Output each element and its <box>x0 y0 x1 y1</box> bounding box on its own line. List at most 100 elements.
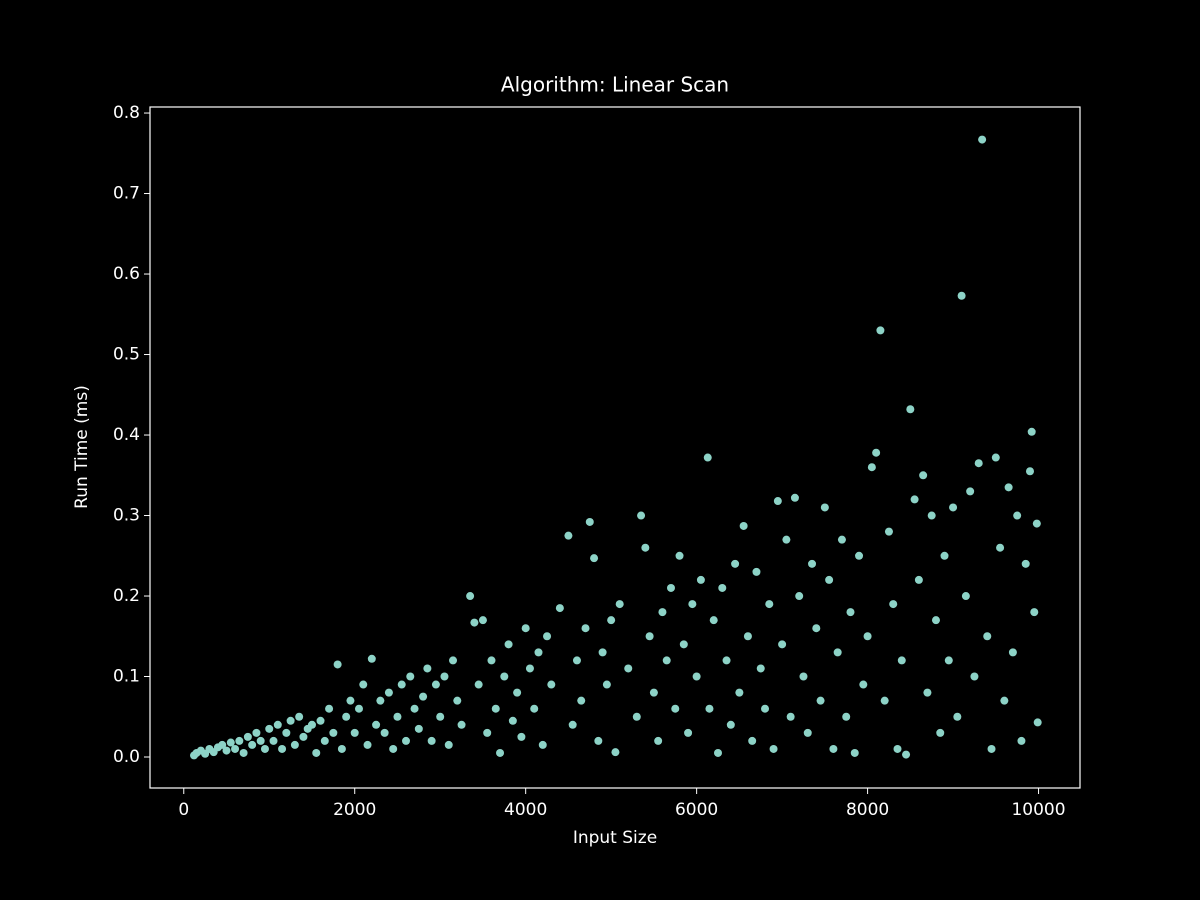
scatter-point <box>893 744 902 753</box>
scatter-point <box>718 583 727 592</box>
scatter-point <box>226 738 235 747</box>
x-tick-label: 10000 <box>1011 800 1065 820</box>
scatter-point <box>966 487 975 496</box>
scatter-point <box>666 583 675 592</box>
scatter-point <box>389 744 398 753</box>
scatter-point <box>602 680 611 689</box>
scatter-point <box>842 712 851 721</box>
scatter-point <box>983 632 992 641</box>
scatter-point <box>675 551 684 560</box>
scatter-point <box>761 704 770 713</box>
scatter-point <box>243 732 252 741</box>
y-tick-label: 0.6 <box>113 264 140 284</box>
scatter-point <box>282 728 291 737</box>
scatter-point <box>837 535 846 544</box>
scatter-point <box>231 744 240 753</box>
scatter-point <box>410 704 419 713</box>
scatter-point <box>833 648 842 657</box>
scatter-point <box>453 696 462 705</box>
scatter-point <box>684 728 693 737</box>
scatter-point <box>525 664 534 673</box>
scatter-point <box>577 696 586 705</box>
scatter-point <box>803 728 812 737</box>
scatter-point <box>564 531 573 540</box>
scatter-point <box>235 736 244 745</box>
scatter-point <box>431 680 440 689</box>
x-tick-label: 0 <box>178 800 189 820</box>
scatter-point <box>949 503 958 512</box>
scatter-point <box>816 696 825 705</box>
scatter-point <box>1017 736 1026 745</box>
scatter-point <box>252 728 261 737</box>
scatter-point <box>940 551 949 560</box>
scatter-point <box>290 740 299 749</box>
y-tick-label: 0.7 <box>113 184 140 204</box>
scatter-point <box>239 748 248 757</box>
scatter-point <box>359 680 368 689</box>
scatter-point <box>709 616 718 625</box>
x-tick-label: 2000 <box>333 800 376 820</box>
scatter-point <box>585 517 594 526</box>
scatter-point <box>649 688 658 697</box>
scatter-point <box>363 740 372 749</box>
scatter-point <box>346 696 355 705</box>
scatter-point <box>376 696 385 705</box>
scatter-point <box>1004 483 1013 492</box>
scatter-point <box>1032 519 1041 528</box>
scatter-point <box>414 724 423 733</box>
scatter-point <box>902 750 911 759</box>
scatter-point <box>996 543 1005 552</box>
scatter-point <box>765 600 774 609</box>
scatter-point <box>513 688 522 697</box>
y-tick-label: 0.3 <box>113 506 140 526</box>
scatter-point <box>491 704 500 713</box>
scatter-point <box>500 672 509 681</box>
scatter-point <box>440 672 449 681</box>
scatter-point <box>427 736 436 745</box>
scatter-point <box>496 748 505 757</box>
axes-frame <box>149 106 1081 789</box>
scatter-point <box>961 592 970 601</box>
scatter-point <box>769 744 778 753</box>
scatter-point <box>248 740 257 749</box>
scatter-point <box>581 624 590 633</box>
scatter-point <box>1013 511 1022 520</box>
y-tick-label: 0.0 <box>113 747 140 767</box>
scatter-point <box>931 616 940 625</box>
scatter-point <box>991 453 1000 462</box>
scatter-point <box>936 728 945 737</box>
scatter-point <box>953 712 962 721</box>
scatter-point <box>466 592 475 601</box>
scatter-point <box>312 748 321 757</box>
scatter-point <box>799 672 808 681</box>
scatter-point <box>423 664 432 673</box>
scatter-point <box>735 688 744 697</box>
scatter-point <box>521 624 530 633</box>
scatter-point <box>790 493 799 502</box>
y-tick-label: 0.5 <box>113 345 140 365</box>
scatter-point <box>808 559 817 568</box>
scatter-point <box>1000 696 1009 705</box>
scatter-point <box>825 575 834 584</box>
scatter-point <box>508 716 517 725</box>
scatter-point <box>654 736 663 745</box>
scatter-point <box>256 736 265 745</box>
scatter-point <box>919 471 928 480</box>
scatter-point <box>615 600 624 609</box>
chart-title: Algorithm: Linear Scan <box>501 73 729 97</box>
scatter-point <box>927 511 936 520</box>
scatter-point <box>743 632 752 641</box>
scatter-point <box>436 712 445 721</box>
scatter-point <box>859 680 868 689</box>
scatter-point <box>307 720 316 729</box>
scatter-point <box>449 656 458 665</box>
scatter-point <box>329 728 338 737</box>
scatter-point <box>714 748 723 757</box>
scatter-point <box>393 712 402 721</box>
scatter-point <box>671 704 680 713</box>
y-tick-label: 0.1 <box>113 667 140 687</box>
scatter-point <box>679 640 688 649</box>
scatter-point <box>278 744 287 753</box>
scatter-point <box>419 692 428 701</box>
